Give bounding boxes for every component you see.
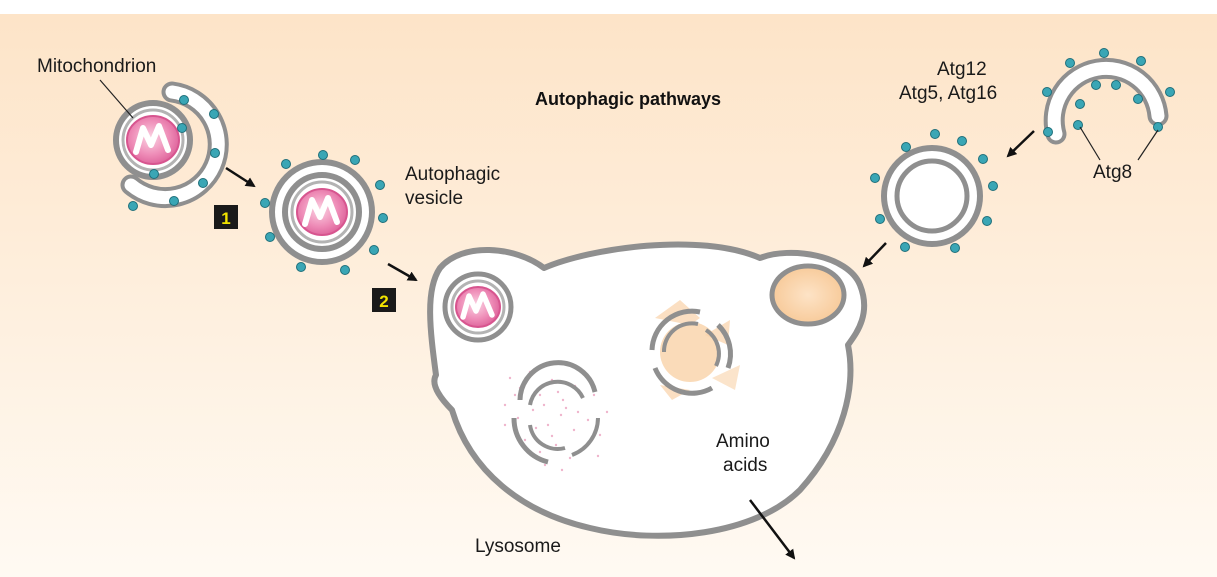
mitochondrion-label: Mitochondrion xyxy=(37,56,156,77)
atg-protein-dots-left xyxy=(128,95,220,211)
autophagic-vesicle xyxy=(269,159,375,265)
step-2-marker: 2 xyxy=(372,288,396,312)
closing-vesicle xyxy=(881,145,983,247)
isolation-membrane-left xyxy=(120,81,229,209)
arrow-to-lysosome-left xyxy=(387,262,418,282)
atg8-label-group: Atg8 xyxy=(1079,126,1159,183)
lysosome xyxy=(427,241,868,539)
degrading-vesicle-peach xyxy=(649,300,740,400)
amino-acids-label-line2: acids xyxy=(723,455,767,476)
diagram-title: Autophagic pathways xyxy=(535,89,721,109)
step-1-marker: 1 xyxy=(214,205,238,229)
atg-protein-dots-vesicle xyxy=(260,150,388,275)
step-1-number: 1 xyxy=(221,209,230,228)
arrow-to-lysosome-right xyxy=(862,242,887,268)
atg12-label: Atg12 xyxy=(937,59,987,80)
autophagic-vesicle-label-line2: vesicle xyxy=(405,188,463,209)
atg5-atg16-label: Atg5, Atg16 xyxy=(899,83,997,104)
mitochondrion-label-group: Mitochondrion xyxy=(37,56,156,119)
atg-protein-dots-right-membrane xyxy=(1042,48,1175,137)
mitochondrion-free xyxy=(113,100,193,180)
arrow-to-vesicle xyxy=(225,166,256,188)
step-2-number: 2 xyxy=(379,292,388,311)
degrading-vesicle-pink xyxy=(503,360,609,472)
arrow-amino-acids-out xyxy=(749,499,796,560)
autophagic-vesicle-label-line1: Autophagic xyxy=(405,164,500,185)
lysosome-label: Lysosome xyxy=(475,536,561,557)
arrow-to-closing-vesicle xyxy=(1006,130,1035,158)
amino-acids-label-line1: Amino xyxy=(716,431,770,452)
atg-protein-dots-closing-vesicle xyxy=(870,129,998,253)
isolation-membrane-right xyxy=(1043,57,1169,145)
atg8-label: Atg8 xyxy=(1093,162,1132,183)
